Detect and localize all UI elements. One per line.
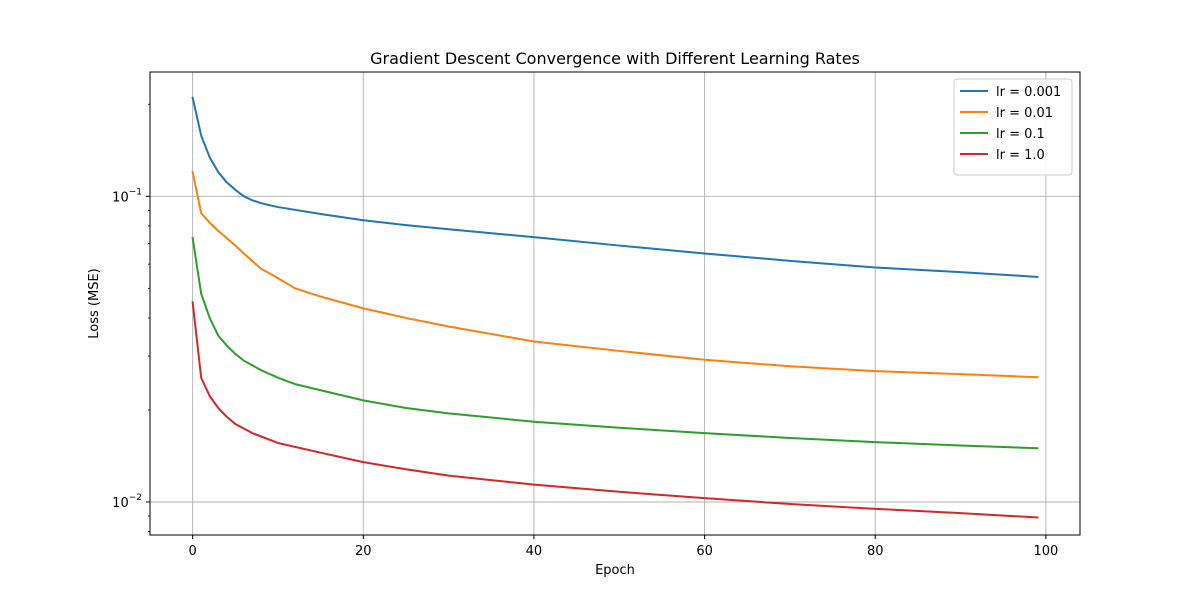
x-tick-label: 100 [1033, 544, 1058, 559]
y-tick-label: 10−2 [112, 493, 142, 511]
x-tick-label: 40 [526, 544, 543, 559]
series-line [191, 236, 1039, 450]
series-line [191, 301, 1039, 519]
legend-box [953, 78, 1073, 176]
legend: lr = 0.001 lr = 0.01 lr = 0.1 lr = 1.0 [953, 78, 1073, 176]
series-line [191, 170, 1039, 379]
series-line [191, 96, 1039, 278]
x-axis-label: Epoch [595, 563, 635, 578]
legend-label: lr = 0.01 [996, 106, 1053, 121]
x-tick-label: 20 [355, 544, 372, 559]
x-tick-label: 0 [189, 544, 197, 559]
legend-label: lr = 1.0 [996, 148, 1045, 163]
axis-ticks: 0 20 40 60 80 100 10−1 10−2 [112, 103, 1058, 559]
grid [150, 72, 1080, 535]
plot-series [191, 96, 1039, 519]
plot-frame [149, 71, 1081, 536]
legend-label: lr = 0.001 [996, 85, 1061, 100]
y-tick-label: 10−1 [112, 187, 142, 205]
x-tick-label: 80 [867, 544, 884, 559]
legend-label: lr = 0.1 [996, 127, 1045, 142]
x-tick-label: 60 [696, 544, 713, 559]
chart-title: Gradient Descent Convergence with Differ… [370, 49, 860, 68]
y-axis-label: Loss (MSE) [87, 268, 102, 338]
